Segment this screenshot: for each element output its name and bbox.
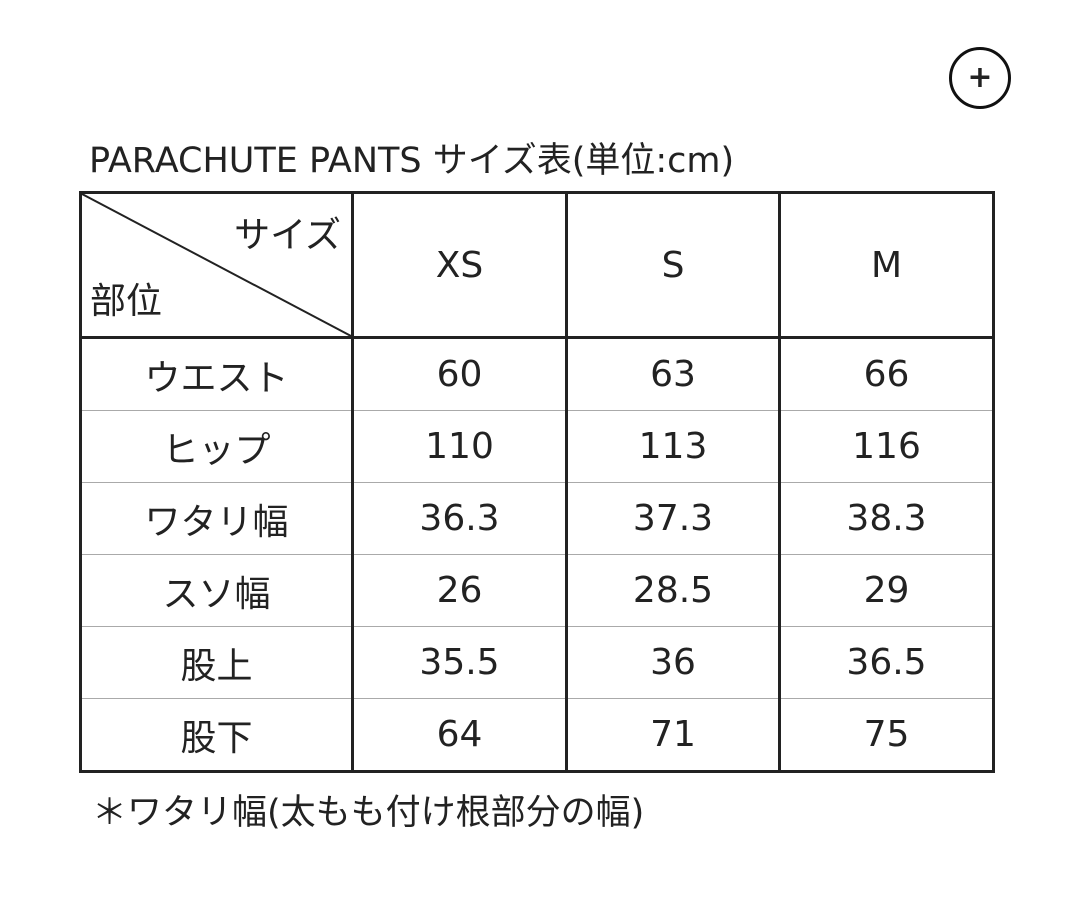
size-header-row: サイズ 部位 XS S M	[79, 192, 995, 339]
table-row: ワタリ幅 36.3 37.3 38.3	[79, 482, 995, 555]
size-header-m: M	[778, 192, 995, 339]
cell-value: 113	[565, 410, 781, 483]
row-label: 股上	[79, 626, 354, 699]
cell-value: 64	[351, 698, 568, 772]
cell-value: 36	[565, 626, 781, 699]
row-label: ワタリ幅	[79, 482, 354, 555]
size-header-s: S	[565, 192, 781, 339]
cell-value: 116	[778, 410, 995, 483]
footnote: ＊ワタリ幅(太もも付け根部分の幅)	[92, 793, 645, 833]
cell-value: 28.5	[565, 554, 781, 627]
plus-icon: +	[967, 60, 993, 95]
cell-value: 29	[778, 554, 995, 627]
cell-value: 37.3	[565, 482, 781, 555]
cell-value: 35.5	[351, 626, 568, 699]
table-row: ヒップ 110 113 116	[79, 410, 995, 483]
cell-value: 26	[351, 554, 568, 627]
size-axis-label: サイズ	[234, 215, 341, 256]
part-axis-label: 部位	[90, 281, 163, 322]
cell-value: 36.5	[778, 626, 995, 699]
cell-value: 60	[351, 337, 568, 411]
size-table: サイズ 部位 XS S M ウエスト 60 63 66 ヒップ 110 113 …	[79, 191, 995, 773]
cell-value: 110	[351, 410, 568, 483]
row-label: ウエスト	[79, 337, 354, 411]
diagonal-divider	[82, 194, 351, 336]
row-label: スソ幅	[79, 554, 354, 627]
cell-value: 66	[778, 337, 995, 411]
corner-header-cell: サイズ 部位	[79, 192, 354, 339]
cell-value: 36.3	[351, 482, 568, 555]
size-chart-title: PARACHUTE PANTS サイズ表(単位:cm)	[89, 141, 735, 181]
row-label: 股下	[79, 698, 354, 772]
table-row: 股下 64 71 75	[79, 698, 995, 772]
row-label: ヒップ	[79, 410, 354, 483]
table-row: スソ幅 26 28.5 29	[79, 554, 995, 627]
size-header-xs: XS	[351, 192, 568, 339]
cell-value: 75	[778, 698, 995, 772]
cell-value: 63	[565, 337, 781, 411]
cell-value: 71	[565, 698, 781, 772]
zoom-in-button[interactable]: +	[949, 47, 1011, 109]
table-row: 股上 35.5 36 36.5	[79, 626, 995, 699]
cell-value: 38.3	[778, 482, 995, 555]
table-row: ウエスト 60 63 66	[79, 337, 995, 411]
